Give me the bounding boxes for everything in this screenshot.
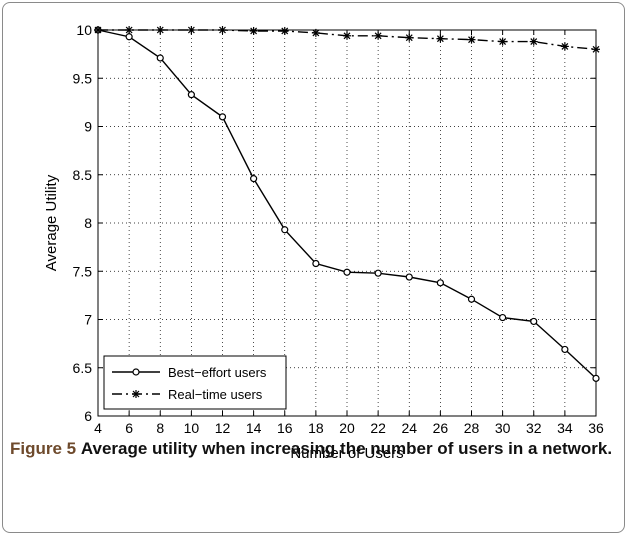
- data-point: [156, 26, 165, 34]
- data-point: [436, 34, 445, 43]
- data-point: [405, 33, 414, 42]
- data-point: [529, 37, 538, 46]
- x-axis-label: Number of Users: [290, 445, 403, 462]
- y-tick-label: 8: [84, 215, 92, 231]
- x-tick-label: 30: [495, 420, 511, 436]
- x-tick-label: 4: [94, 420, 102, 436]
- y-tick-label: 9: [84, 119, 92, 135]
- series-real-time: [94, 26, 600, 54]
- y-tick-label: 9.5: [73, 70, 93, 86]
- x-tick-label: 12: [215, 420, 231, 436]
- x-tick-label: 20: [339, 420, 355, 436]
- data-point: [405, 273, 413, 281]
- x-tick-label: 36: [588, 420, 604, 436]
- data-point: [249, 26, 258, 35]
- legend: Best−effort users Real−time users: [103, 355, 287, 410]
- data-point: [250, 175, 258, 183]
- y-tick-label: 10: [76, 22, 92, 38]
- figure-caption: Figure 5 Average utility when increasing…: [10, 437, 618, 460]
- data-point: [499, 313, 507, 322]
- x-tick-label: 14: [246, 420, 262, 436]
- data-point: [94, 26, 102, 34]
- x-tick-label: 32: [526, 420, 542, 436]
- data-point: [467, 35, 476, 44]
- legend-label: Best−effort users: [168, 365, 267, 380]
- y-tick-label: 6.5: [73, 360, 93, 376]
- axis-ticks: 4 6 8 10 12 14 16 18 20 22 24 26 28 30 32 34 3666.577.58…: [73, 22, 604, 436]
- legend-marker: [132, 368, 140, 376]
- data-point: [592, 45, 600, 54]
- y-tick-label: 7: [84, 312, 92, 328]
- x-tick-label: 28: [464, 420, 480, 436]
- grid-lines: [98, 30, 596, 416]
- data-point: [561, 345, 569, 354]
- x-tick-label: 34: [557, 420, 573, 436]
- data-point: [156, 54, 164, 62]
- y-axis-label: Average Utility: [43, 174, 60, 271]
- data-point: [467, 295, 476, 303]
- y-tick-label: 6: [84, 408, 92, 424]
- x-tick-label: 6: [125, 420, 133, 436]
- y-tick-label: 7.5: [73, 263, 93, 279]
- x-tick-label: 26: [433, 420, 449, 436]
- x-tick-label: 8: [156, 420, 164, 436]
- legend-label: Real−time users: [168, 387, 263, 402]
- x-tick-label: 22: [370, 420, 386, 436]
- data-point: [343, 268, 351, 276]
- data-point: [312, 259, 320, 268]
- figure-label: Figure 5: [10, 439, 77, 458]
- data-point: [374, 269, 382, 277]
- data-point: [530, 317, 538, 326]
- data-point: [187, 91, 195, 99]
- legend-entry: Best−effort users: [112, 365, 267, 380]
- caption-text: Average utility when increasing the numb…: [80, 439, 613, 458]
- data-point: [218, 26, 227, 34]
- legend-box: [103, 355, 287, 410]
- legend-entry: Real−time users: [112, 387, 263, 402]
- data-point: [281, 226, 289, 234]
- x-tick-label: 24: [401, 420, 417, 436]
- data-point: [436, 279, 444, 287]
- data-point: [560, 42, 569, 51]
- x-tick-label: 10: [184, 420, 200, 436]
- data-point: [280, 26, 289, 35]
- x-tick-label: 16: [277, 420, 293, 436]
- series-best-effort: [94, 26, 600, 382]
- data-point: [374, 31, 383, 40]
- y-tick-label: 8.5: [73, 167, 93, 183]
- data-point: [125, 33, 133, 41]
- legend-marker: [132, 390, 140, 398]
- data-point: [592, 374, 600, 382]
- data-point: [218, 113, 227, 121]
- data-point: [498, 37, 507, 46]
- data-point: [343, 31, 351, 40]
- data-point: [311, 28, 320, 37]
- data-point: [125, 26, 134, 34]
- data-point: [187, 26, 196, 34]
- series-group: [94, 26, 600, 382]
- x-tick-label: 18: [308, 420, 324, 436]
